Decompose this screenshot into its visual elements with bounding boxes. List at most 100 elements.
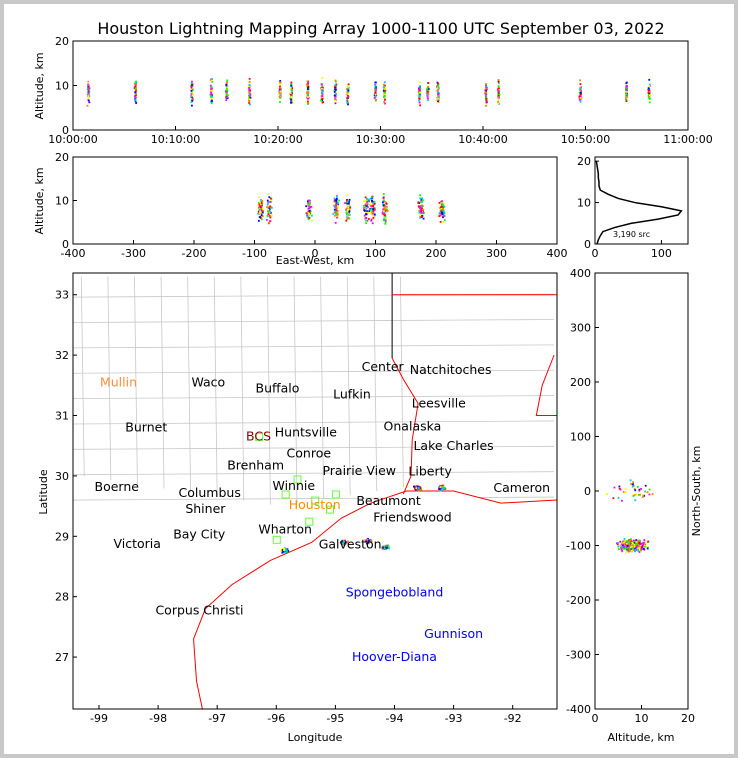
source-point — [648, 97, 651, 100]
y-axis-label: North-South, km — [690, 446, 703, 537]
y-axis-label: Altitude, km — [33, 52, 46, 119]
source-point — [635, 493, 638, 496]
source-point — [261, 210, 264, 213]
x-tick-label: -95 — [326, 712, 344, 725]
source-point — [644, 490, 647, 493]
source-point — [578, 92, 581, 94]
source-point — [336, 213, 339, 216]
time-altitude-panel — [72, 40, 689, 131]
source-point — [209, 100, 212, 103]
source-point — [624, 547, 627, 550]
source-point — [442, 216, 444, 219]
source-point — [625, 100, 628, 103]
source-point — [416, 485, 419, 488]
source-point — [225, 95, 228, 98]
source-point — [307, 93, 309, 96]
source-point — [439, 488, 441, 491]
source-point — [290, 81, 293, 84]
source-point — [437, 93, 440, 96]
source-point — [383, 90, 386, 92]
source-point — [249, 103, 251, 106]
source-point — [248, 88, 251, 91]
city-label: Prairie View — [322, 463, 396, 478]
source-point — [287, 550, 290, 552]
source-point — [374, 90, 377, 93]
source-point — [442, 484, 445, 487]
source-point — [284, 551, 286, 554]
source-point — [210, 96, 213, 98]
source-point — [384, 201, 387, 204]
x-axis-label: Longitude — [288, 731, 343, 744]
source-point — [335, 202, 338, 205]
source-point — [348, 217, 351, 220]
source-point — [333, 214, 336, 217]
chart-title: Houston Lightning Mapping Array 1000-110… — [97, 19, 664, 38]
source-point — [637, 494, 640, 496]
source-point — [625, 81, 628, 84]
source-point — [257, 212, 260, 215]
source-point — [190, 101, 193, 103]
source-point — [623, 541, 626, 544]
source-point — [374, 91, 377, 94]
source-point — [307, 86, 310, 89]
source-point — [261, 200, 264, 202]
source-point — [260, 200, 263, 203]
source-point — [266, 202, 269, 205]
source-point — [427, 82, 430, 84]
source-point — [418, 85, 421, 88]
source-point — [636, 542, 639, 545]
source-point — [321, 84, 324, 87]
source-point — [311, 219, 313, 222]
source-point — [371, 214, 374, 217]
source-point — [619, 488, 622, 491]
source-point — [649, 94, 651, 97]
city-label: Lufkin — [333, 386, 371, 401]
source-point — [635, 541, 638, 544]
source-point — [416, 488, 419, 491]
source-point — [363, 209, 366, 212]
source-point — [248, 91, 251, 94]
source-point — [484, 91, 487, 94]
source-point — [497, 96, 500, 99]
source-point — [341, 542, 344, 545]
source-point — [87, 87, 89, 89]
source-point — [269, 215, 272, 218]
source-point — [621, 545, 624, 548]
source-point — [617, 546, 620, 549]
source-point — [442, 209, 445, 212]
source-point — [321, 77, 324, 79]
source-point — [134, 93, 137, 96]
source-point — [643, 494, 646, 497]
source-point — [290, 101, 293, 104]
source-point — [646, 548, 649, 550]
city-label: Leesville — [412, 395, 466, 410]
source-point — [333, 200, 336, 203]
source-point — [135, 80, 137, 83]
source-point — [372, 207, 375, 210]
source-point — [421, 201, 423, 203]
source-point — [346, 200, 349, 203]
source-point — [269, 220, 272, 223]
source-point — [437, 94, 440, 97]
lma-figure: Houston Lightning Mapping Array 1000-110… — [33, 19, 713, 744]
source-point — [366, 198, 369, 201]
source-point — [289, 97, 292, 100]
source-point — [621, 549, 624, 552]
source-point — [372, 209, 375, 212]
source-point — [633, 540, 636, 543]
source-point — [259, 210, 261, 213]
source-point — [442, 202, 445, 205]
source-point — [625, 96, 628, 99]
source-point — [648, 493, 651, 496]
source-point — [436, 87, 439, 90]
source-point — [266, 215, 269, 218]
source-point — [306, 100, 309, 103]
city-label: Burnet — [125, 420, 167, 435]
source-point — [248, 83, 251, 86]
source-point — [335, 83, 338, 86]
source-point — [337, 216, 339, 218]
source-point — [334, 99, 336, 102]
source-point — [421, 208, 424, 211]
source-point — [421, 197, 423, 200]
source-point — [225, 83, 228, 86]
